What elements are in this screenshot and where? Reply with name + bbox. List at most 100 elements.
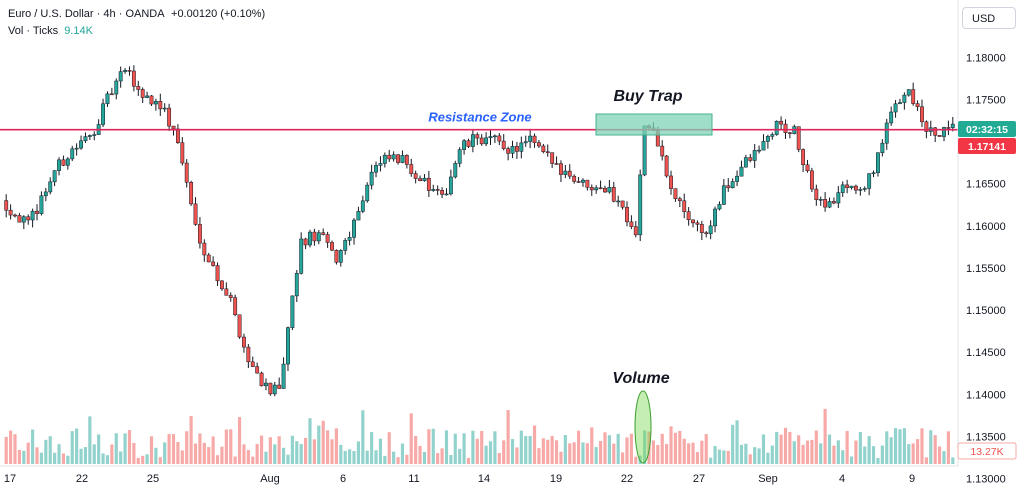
volume-bar (110, 444, 114, 464)
candle-body (537, 142, 541, 147)
candle-body (365, 184, 370, 202)
volume-bar (572, 442, 576, 464)
candle-body (268, 382, 273, 395)
candle-body (246, 346, 251, 363)
currency-button[interactable]: USD (962, 7, 1016, 29)
volume-bar (845, 430, 849, 464)
volume-bar (277, 436, 281, 464)
volume-bar (286, 454, 290, 464)
header-separator: · (96, 8, 104, 20)
candles-layer (4, 65, 955, 397)
countdown-badge-bg (958, 121, 1016, 137)
volume-bar (871, 446, 876, 464)
volume-bar (83, 447, 88, 464)
candle-body (330, 242, 334, 251)
volume-bar (590, 427, 594, 464)
candle-body (409, 164, 414, 174)
volume-bar (849, 456, 854, 464)
volume-bar (880, 445, 884, 464)
candle-body (39, 195, 44, 214)
candle-body (492, 135, 497, 138)
volume-bar (779, 434, 783, 464)
interval-value[interactable]: 4h (103, 8, 116, 20)
candle-body (286, 327, 290, 365)
volume-bar (61, 453, 66, 464)
candle-body (61, 159, 66, 166)
symbol-header[interactable]: Euro / U.S. Dollar · 4h · OANDA +0.00120… (8, 8, 265, 20)
price-tick-label: 1.15000 (966, 305, 1006, 317)
candle-body (118, 71, 123, 82)
volume-bar (669, 426, 673, 464)
candle-body (823, 199, 828, 208)
candle-body (259, 372, 264, 387)
volume-bar (224, 429, 228, 464)
candle-body (607, 187, 612, 193)
candle-body (462, 140, 467, 150)
volume-bar (44, 439, 48, 464)
volume-bar (35, 447, 39, 464)
volume-bar (581, 442, 585, 464)
candle-body (660, 145, 665, 157)
candle-body (677, 198, 682, 202)
time-tick-label: 11 (408, 473, 419, 485)
volume-bar (321, 420, 325, 464)
candle-body (827, 201, 832, 208)
candle-body (52, 170, 57, 183)
volume-bar (797, 435, 801, 464)
candle-body (466, 140, 471, 147)
candle-body (576, 181, 581, 183)
volume-bar (656, 444, 660, 464)
candle-body (35, 210, 39, 214)
candle-body (92, 134, 97, 136)
volume-bar (660, 433, 664, 464)
volume-bar (392, 451, 396, 464)
candle-body (281, 363, 286, 389)
volume-bar (39, 452, 44, 464)
volume-bar (748, 454, 752, 464)
candle-body (920, 106, 924, 123)
candle-body (374, 165, 378, 173)
header-separator: · (118, 8, 126, 20)
volume-bar (480, 431, 484, 464)
volume-badge-bg (957, 442, 1017, 460)
candle-body (686, 211, 691, 221)
volume-bar (638, 455, 642, 464)
price-tick-label: 1.14000 (966, 389, 1006, 401)
candle-body (669, 175, 673, 189)
candle-body (598, 187, 603, 190)
volume-bar (105, 455, 110, 464)
volume-bar (528, 436, 532, 464)
candle-body (787, 132, 792, 134)
last-price-text: 1.17141 (968, 141, 1006, 153)
volume-bar (827, 434, 832, 464)
candle-body (915, 103, 920, 108)
volume-bar (898, 429, 902, 464)
candle-body (356, 211, 361, 221)
volume-bar (79, 448, 83, 464)
volume-bar (176, 442, 180, 464)
volume-bar (704, 434, 708, 464)
volume-bar (497, 452, 501, 464)
volume-bar (17, 450, 21, 464)
candle-body (435, 189, 440, 191)
volume-bar (378, 438, 383, 464)
candle-body (801, 149, 806, 166)
price-tick-label: 1.17500 (966, 94, 1006, 106)
volume-bar (651, 440, 655, 464)
candle-body (105, 93, 110, 105)
volume-header[interactable]: Vol · Ticks 9.14K (8, 25, 93, 37)
volume-layer (4, 408, 955, 464)
volume-bar (673, 432, 678, 464)
volume-bar (933, 435, 937, 464)
candle-body (942, 127, 946, 137)
price-axis[interactable]: 1.185001.180001.175001.170001.165001.160… (966, 10, 1006, 485)
volume-bar (585, 443, 589, 464)
candle-body (224, 288, 229, 296)
volume-bar (598, 440, 603, 464)
volume-bar (308, 418, 312, 464)
time-axis[interactable]: 17 22 25 Aug 6 11 14 19 22 27 Sep 4 9 (4, 473, 915, 485)
candle-body (316, 232, 321, 242)
last-price-badge: 1.17141 (958, 138, 1016, 154)
volume-bar (449, 455, 453, 464)
